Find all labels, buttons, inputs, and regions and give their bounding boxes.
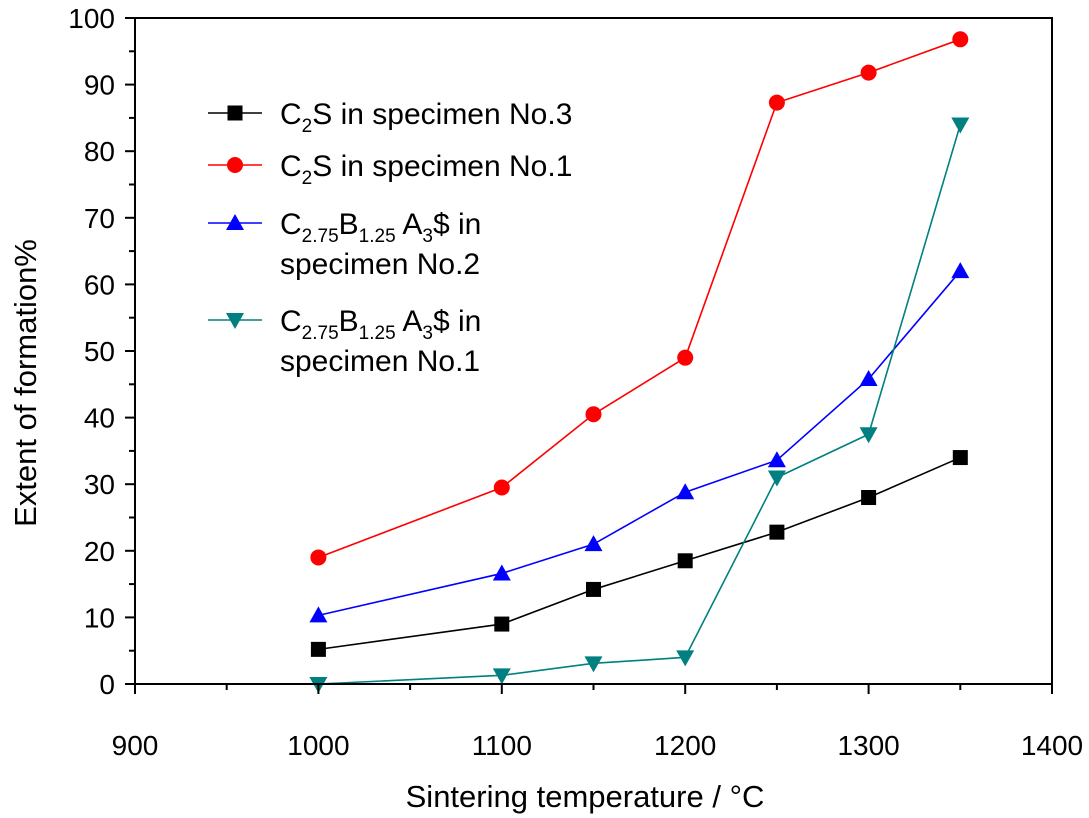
- series-3: [309, 262, 970, 623]
- series-1-point: [677, 553, 693, 569]
- series-1-point: [769, 524, 785, 540]
- legend-label: C2​S in specimen No.3: [280, 98, 572, 137]
- series-4-point: [859, 427, 878, 444]
- y-tick-label: 10: [84, 602, 115, 633]
- x-tick-label: 1200: [654, 730, 716, 761]
- series-4-point: [584, 656, 603, 673]
- series-4-point: [951, 117, 970, 134]
- legend: C2​S in specimen No.3 C2​S in specimen No…: [208, 98, 572, 378]
- y-tick-label: 50: [84, 336, 115, 367]
- series-1-point: [310, 641, 326, 657]
- series-4-point: [767, 470, 786, 487]
- series-3-point: [951, 262, 970, 279]
- legend-label-text: S in specimen No.3: [312, 98, 572, 131]
- legend-label-text: specimen No.2: [280, 248, 480, 281]
- legend-label-text: A: [396, 305, 423, 338]
- legend-label-subscript: 2: [302, 168, 313, 189]
- x-tick-label: 1100: [472, 730, 532, 761]
- series-2: [310, 31, 969, 566]
- series-1-point: [494, 616, 510, 632]
- legend-marker: [226, 214, 244, 230]
- series-4-point: [492, 668, 511, 685]
- y-tick-label: 100: [68, 3, 115, 34]
- legend-label-subscript: 1.25: [359, 226, 396, 247]
- legend-label: specimen No.1: [280, 345, 480, 378]
- series-2-point: [952, 31, 969, 48]
- series-4: [309, 117, 970, 693]
- legend-label: C2​S in specimen No.1: [280, 150, 572, 189]
- y-tick-label: 20: [84, 536, 115, 567]
- legend-label: C2.75​B1.25​ A3​$ in: [280, 305, 481, 344]
- legend-label-subscript: 1.25: [359, 323, 396, 344]
- x-tick-label: 1000: [287, 730, 349, 761]
- series-2-point: [860, 64, 877, 81]
- y-tick-label: 70: [84, 203, 115, 234]
- series-1: [310, 450, 968, 657]
- legend-label-text: C: [280, 150, 302, 183]
- axes: 900 1000 1100 1200 1300 1400 0 10 20 30 40 50 60 70 80…: [68, 3, 1083, 761]
- y-tick-label: 90: [84, 70, 115, 101]
- series-2-point: [768, 94, 785, 111]
- legend-label-text: C: [280, 208, 302, 241]
- legend-label-text: $ in: [433, 208, 481, 241]
- series-2-point: [585, 406, 602, 423]
- series-2-point: [677, 349, 694, 366]
- series-4-point: [676, 650, 695, 667]
- legend-marker: [227, 105, 243, 121]
- x-tick-label: 900: [112, 730, 159, 761]
- series-3-point: [859, 369, 878, 386]
- legend-label: C2.75​B1.25​ A3​$ in: [280, 208, 481, 247]
- legend-label: specimen No.2: [280, 248, 480, 281]
- legend-entry-1: C2​S in specimen No.3: [208, 98, 572, 137]
- legend-label-subscript: 2.75: [302, 226, 339, 247]
- series-3-point: [676, 483, 695, 500]
- legend-label-text: specimen No.1: [280, 345, 480, 378]
- legend-label-subscript: 3: [422, 323, 433, 344]
- y-tick-label: 80: [84, 136, 115, 167]
- x-tick-label: 1300: [837, 730, 899, 761]
- series-3-point: [584, 535, 603, 552]
- legend-marker: [226, 313, 244, 329]
- y-axis-label: Extent of formation%: [8, 239, 43, 527]
- series-3-point: [309, 606, 328, 623]
- legend-label-text: A: [396, 208, 423, 241]
- x-tick-label: 1400: [1021, 730, 1083, 761]
- legend-label-text: B: [339, 305, 359, 338]
- x-axis-label: Sintering temperature / °C: [406, 779, 765, 814]
- legend-label-text: S in specimen No.1: [312, 150, 572, 183]
- y-tick-label: 40: [84, 403, 115, 434]
- series-2-point: [310, 549, 327, 566]
- legend-label-subscript: 3: [422, 226, 433, 247]
- series-1-point: [952, 450, 968, 466]
- legend-marker: [227, 157, 243, 173]
- legend-label-subscript: 2.75: [302, 323, 339, 344]
- y-tick-label: 60: [84, 269, 115, 300]
- legend-label-text: B: [339, 208, 359, 241]
- legend-label-text: C: [280, 305, 302, 338]
- legend-label-subscript: 2: [302, 116, 313, 137]
- legend-entry-2: C2​S in specimen No.1: [208, 150, 572, 189]
- series-1-point: [861, 490, 877, 506]
- series-1-line: [318, 456, 961, 651]
- series-3-point: [767, 451, 786, 468]
- legend-label-text: $ in: [433, 305, 481, 338]
- series-1-point: [586, 581, 601, 597]
- plot-marks: [309, 31, 970, 693]
- legend-label-text: C: [280, 98, 302, 131]
- series-3-point: [492, 564, 511, 581]
- y-tick-label: 0: [99, 669, 115, 700]
- y-tick-label: 30: [84, 469, 115, 500]
- series-2-point: [493, 479, 510, 496]
